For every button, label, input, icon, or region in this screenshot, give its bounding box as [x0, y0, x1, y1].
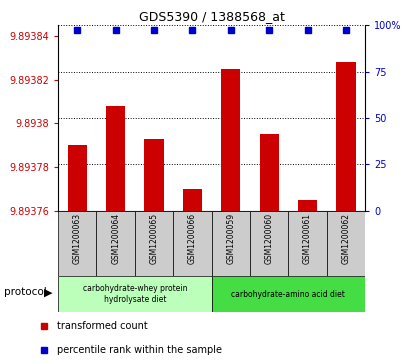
Bar [96, 211, 135, 276]
Bar [183, 189, 202, 211]
Bar [68, 145, 87, 211]
Bar [221, 69, 240, 211]
Text: GSM1200066: GSM1200066 [188, 212, 197, 264]
Text: GSM1200060: GSM1200060 [265, 212, 274, 264]
Bar [173, 211, 212, 276]
Text: protocol: protocol [4, 287, 47, 297]
Text: percentile rank within the sample: percentile rank within the sample [57, 345, 222, 355]
Bar [288, 211, 327, 276]
Bar [58, 211, 96, 276]
Bar [58, 276, 212, 312]
Bar [135, 211, 173, 276]
Text: carbohydrate-amino acid diet: carbohydrate-amino acid diet [232, 290, 345, 298]
Text: transformed count: transformed count [57, 321, 148, 331]
Text: GSM1200063: GSM1200063 [73, 212, 82, 264]
Bar [144, 139, 164, 211]
Text: GSM1200062: GSM1200062 [342, 212, 351, 264]
Bar [106, 106, 125, 211]
Bar [327, 211, 365, 276]
Text: GSM1200061: GSM1200061 [303, 212, 312, 264]
Bar [337, 62, 356, 211]
Text: ▶: ▶ [44, 287, 52, 297]
Bar [260, 134, 279, 211]
Bar [212, 211, 250, 276]
Bar [250, 211, 288, 276]
Text: GSM1200059: GSM1200059 [226, 212, 235, 264]
Title: GDS5390 / 1388568_at: GDS5390 / 1388568_at [139, 10, 285, 23]
Bar [298, 200, 317, 211]
Text: carbohydrate-whey protein
hydrolysate diet: carbohydrate-whey protein hydrolysate di… [83, 284, 187, 304]
Text: GSM1200065: GSM1200065 [149, 212, 159, 264]
Text: GSM1200064: GSM1200064 [111, 212, 120, 264]
Bar [212, 276, 365, 312]
